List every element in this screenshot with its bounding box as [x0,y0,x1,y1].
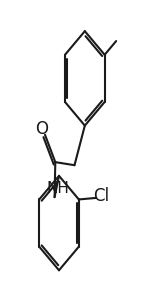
Text: O: O [35,120,48,138]
Text: NH: NH [47,181,70,196]
Text: Cl: Cl [93,187,109,205]
